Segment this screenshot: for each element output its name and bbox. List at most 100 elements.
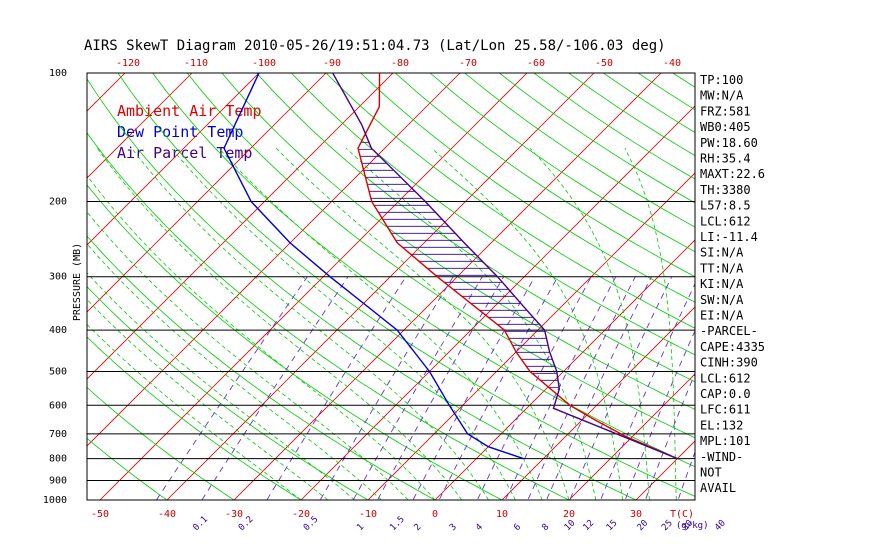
top-temperature-tick-label: -120	[116, 58, 140, 69]
mixing-ratio-line	[155, 276, 308, 500]
mixing-ratio-line	[600, 282, 695, 500]
dry-adiabat-line	[256, 73, 695, 383]
temperature-tick-label: -10	[359, 509, 377, 520]
temperature-tick-label: -50	[91, 509, 109, 520]
mixing-ratio-line	[476, 276, 592, 500]
mixing-ratio-tick-label: 10	[563, 518, 578, 533]
dry-adiabat-line	[186, 73, 695, 439]
dry-adiabat-line	[498, 73, 695, 204]
temperature-axis-unit: T(C)	[670, 509, 694, 520]
stability-index-item: WB0:405	[700, 120, 751, 134]
dry-adiabat-line	[152, 73, 695, 468]
stability-index-item: -WIND-	[700, 450, 743, 464]
mixing-ratio-line	[546, 276, 652, 500]
mixing-ratio-line	[376, 276, 505, 500]
mixing-ratio-axis-unit: (g/kg)	[676, 521, 709, 531]
stability-index-item: SW:N/A	[700, 293, 744, 307]
cape-hatch	[358, 134, 560, 395]
stability-index-item: LCL:612	[700, 214, 751, 228]
isotherm-line	[761, 53, 870, 509]
legend-air-parcel-temp: Air Parcel Temp	[117, 144, 252, 162]
mixing-ratio-tick-label: 1	[355, 522, 366, 533]
temperature-tick-label: 30	[630, 509, 642, 520]
pressure-tick-label: 500	[49, 366, 67, 377]
stability-index-item: RH:35.4	[700, 152, 751, 166]
isotherm-line	[0, 53, 11, 509]
dry-adiabat-line	[325, 73, 695, 329]
pressure-tick-label: 100	[49, 68, 67, 79]
dry-adiabat-line	[533, 73, 695, 180]
mixing-ratio-tick-label: 3	[448, 522, 459, 533]
y-axis-label: PRESSURE (MB)	[72, 243, 83, 321]
top-temperature-tick-label: -100	[252, 58, 276, 69]
pressure-tick-label: 1000	[43, 495, 67, 506]
top-temperature-tick-label: -90	[323, 58, 341, 69]
moist-adiabat-line	[624, 148, 677, 500]
pressure-tick-label: 600	[49, 400, 67, 411]
isotherm-line	[434, 239, 695, 500]
parcel-temp-line	[332, 73, 678, 460]
mixing-ratio-line	[624, 329, 695, 500]
stability-index-item: TT:N/A	[700, 261, 744, 275]
top-temperature-tick-label: -70	[459, 58, 477, 69]
dry-adiabat-line	[360, 73, 695, 303]
mixing-ratio-tick-label: 6	[512, 522, 523, 533]
mixing-ratio-tick-label: 20	[636, 518, 651, 533]
mixing-ratio-tick-label: 4	[474, 522, 485, 533]
stability-index-item: LCL:612	[700, 371, 751, 385]
temperature-tick-label: 0	[432, 509, 438, 520]
stability-index-item: AVAIL	[700, 481, 736, 495]
stability-index-item: L57:8.5	[700, 199, 751, 213]
mixing-ratio-line	[644, 372, 695, 500]
moist-adiabat-line	[275, 147, 570, 500]
moist-adiabat-line	[218, 147, 543, 500]
legend-dew-point-temp: Dew Point Temp	[117, 123, 243, 141]
stability-index-item: MPL:101	[700, 434, 751, 448]
dry-adiabat-line	[87, 235, 436, 500]
moist-adiabat-line	[529, 147, 650, 500]
mixing-ratio-line	[412, 276, 536, 500]
moist-adiabat-line	[87, 243, 382, 500]
moist-adiabat-line	[87, 174, 436, 500]
isotherm-line	[87, 73, 461, 447]
isotherm-line	[166, 73, 595, 500]
mixing-ratio-line	[504, 276, 617, 500]
top-temperature-tick-label: -40	[663, 58, 681, 69]
mixing-ratio-line	[527, 276, 636, 500]
dry-adiabat-line	[221, 73, 695, 410]
stability-index-item: FRZ:581	[700, 104, 751, 118]
moist-adiabat-line	[87, 272, 355, 500]
dry-adiabat-line	[87, 336, 302, 500]
mixing-ratio-line	[266, 276, 407, 500]
pressure-tick-label: 700	[49, 429, 67, 440]
temperature-tick-label: -30	[225, 509, 243, 520]
mixing-ratio-tick-label: 1.5	[388, 515, 407, 534]
dry-adiabat-line	[87, 286, 369, 500]
isotherm-line	[87, 73, 327, 313]
moist-adiabat-line	[96, 147, 463, 500]
stability-index-item: EI:N/A	[700, 309, 744, 323]
isotherm-line	[87, 73, 260, 246]
dry-adiabat-line	[87, 184, 503, 500]
legend-ambient-air-temp: Ambient Air Temp	[117, 102, 262, 120]
pressure-tick-label: 800	[49, 454, 67, 465]
pressure-tick-label: 400	[49, 325, 67, 336]
stability-index-item: MAXT:22.6	[700, 167, 765, 181]
mixing-ratio-line	[352, 276, 483, 500]
stability-index-item: PW:18.60	[700, 136, 758, 150]
legend: Ambient Air Temp Dew Point Temp Air Parc…	[117, 102, 262, 162]
mixing-ratio-line	[677, 450, 695, 500]
dry-adiabat-line	[290, 73, 695, 356]
moist-adiabat-line	[131, 147, 489, 500]
top-temperature-tick-label: -110	[184, 58, 208, 69]
isotherm-line	[501, 306, 695, 500]
moist-adiabat-line	[345, 147, 597, 500]
stability-index-item: CAP:0.0	[700, 387, 751, 401]
moist-adiabat-line	[431, 147, 623, 500]
stability-index-item: CAPE:4335	[700, 340, 765, 354]
dry-adiabat-line	[429, 73, 695, 253]
dry-adiabat-line	[87, 386, 235, 500]
dewpoint-temp-line	[223, 73, 524, 460]
plot-frame	[86, 72, 696, 501]
